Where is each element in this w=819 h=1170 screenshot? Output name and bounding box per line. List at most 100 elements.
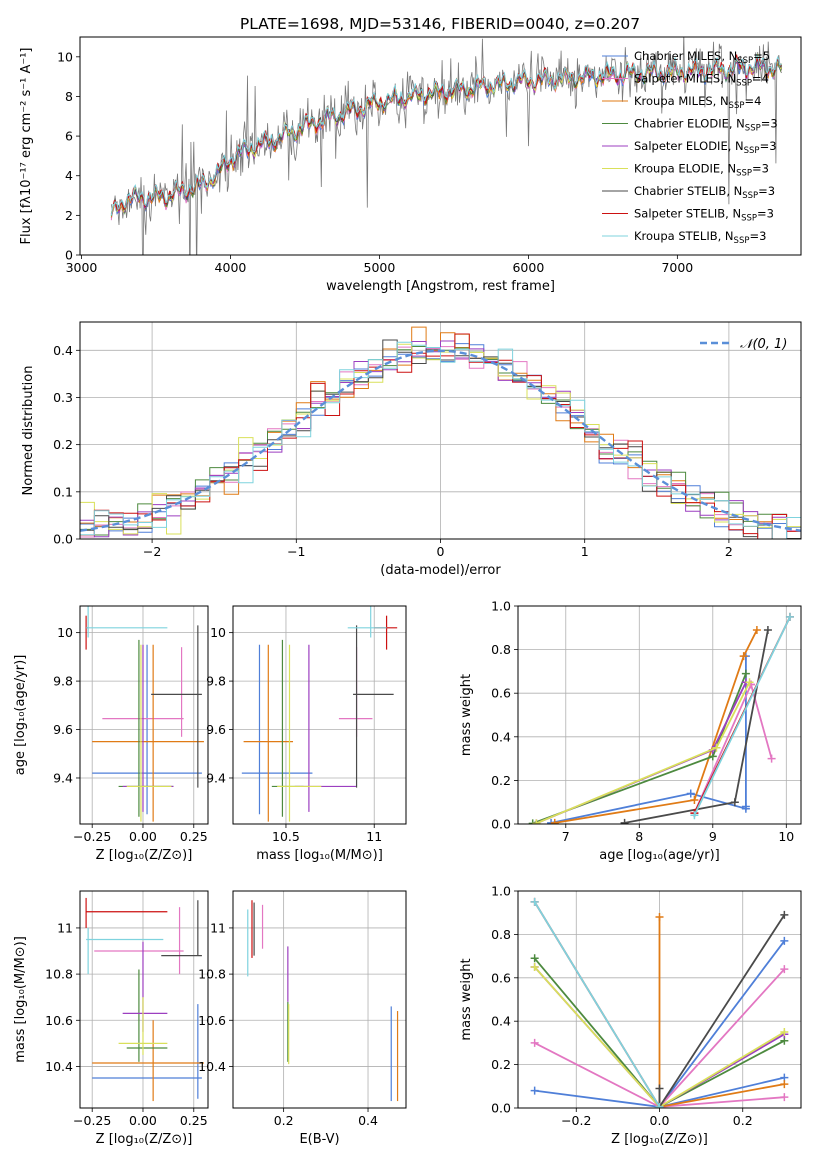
axes-weight-vs-Z: −0.2 0.0 0.2 0.0 0.2 0.4 0.6 0.8 1.0 Z [log₁₀(Z/Z… xyxy=(459,884,802,1147)
errorbar-kroupa-elodie xyxy=(126,644,172,822)
legend-label-tail: =3 xyxy=(749,229,766,243)
weight-marker xyxy=(780,1093,789,1102)
axes-frame xyxy=(79,36,802,256)
legend-label-sub: SSP xyxy=(729,101,745,111)
errorbar-salpeter-elodie xyxy=(122,941,168,1032)
x-tick-label: 0.25 xyxy=(180,1113,208,1128)
errorbar-kroupa-elodie xyxy=(118,997,168,1055)
errorbar-chabrier-stelib xyxy=(353,625,394,788)
legend-label-text: Salpeter ELODIE, N xyxy=(634,139,744,153)
y-tick-label: 6 xyxy=(65,129,73,144)
legend-label-tail: =3 xyxy=(758,184,775,198)
weight-marker xyxy=(530,1038,539,1047)
y-axis-label: mass weight xyxy=(459,674,474,756)
y-tick-label: 0.4 xyxy=(491,729,511,744)
y-tick-label: 10.6 xyxy=(198,1013,226,1028)
x-axis-label: Z [log₁₀(Z/Z⊙)] xyxy=(96,1132,193,1147)
errorbar-chabrier-miles xyxy=(92,1004,202,1099)
x-tick-label: 8 xyxy=(635,829,643,844)
weight-marker xyxy=(550,818,559,824)
legend-label-sub: SSP xyxy=(745,124,761,134)
x-tick-label: 7000 xyxy=(661,260,693,275)
axes-frame xyxy=(232,605,407,825)
weight-marker xyxy=(741,802,750,811)
weight-line-salpeter-miles xyxy=(693,681,773,814)
weight-marker xyxy=(530,954,539,963)
x-tick-label: −1 xyxy=(287,544,305,559)
x-tick-label: 7 xyxy=(562,829,570,844)
weight-marker xyxy=(530,1086,539,1095)
x-tick-label: 0.00 xyxy=(129,829,157,844)
y-tick-label: 0.8 xyxy=(491,642,511,657)
legend-label-tail: =3 xyxy=(760,139,777,153)
y-tick-label: 1.0 xyxy=(491,599,511,614)
x-tick-label: −0.25 xyxy=(73,829,111,844)
weight-marker xyxy=(620,818,629,824)
y-tick-label: 0.2 xyxy=(53,437,73,452)
legend-label-kroupa-miles: Kroupa MILES, NSSP=4 xyxy=(634,94,761,111)
errorbar-chabrier-elodie xyxy=(118,639,174,817)
axes-frame xyxy=(517,890,802,1109)
axes-frame xyxy=(232,890,407,1109)
y-tick-label: 10 xyxy=(57,49,73,64)
legend-label-text: Kroupa MILES, N xyxy=(634,94,729,108)
y-tick-label: 4 xyxy=(65,168,73,183)
weight-marker xyxy=(780,910,789,919)
errorbar-kroupa-miles xyxy=(243,644,294,822)
x-tick-label: 4000 xyxy=(215,260,247,275)
y-tick-label: 0.2 xyxy=(491,773,511,788)
legend-label-sub: SSP xyxy=(742,191,758,201)
y-tick-label: 11 xyxy=(210,920,226,935)
x-axis-label: age [log₁₀(age/yr)] xyxy=(599,848,720,863)
axes-frame xyxy=(79,321,802,540)
x-tick-label: 9 xyxy=(709,829,717,844)
x-tick-label: 11 xyxy=(366,829,382,844)
x-tick-label: 0 xyxy=(437,544,445,559)
errorbar-chabrier-elodie xyxy=(126,969,168,1062)
legend-label-tail: =4 xyxy=(752,72,769,86)
y-tick-label: 10.8 xyxy=(45,967,73,982)
model-line-kroupa-stelib xyxy=(110,53,783,216)
legend-label-tail: =3 xyxy=(757,207,774,221)
x-axis-label: mass [log₁₀(M/M⊙)] xyxy=(256,848,383,863)
y-tick-label: 0.4 xyxy=(53,343,73,358)
y-tick-label: 11 xyxy=(57,920,73,935)
axes-residuals: −2 −1 0 1 2 0.0 0.1 0.2 0.3 0.4 (data-model)/error… xyxy=(21,321,802,578)
y-axis-label: Flux [fλ10⁻¹⁷ erg cm⁻² s⁻¹ A⁻¹] xyxy=(19,48,34,245)
weight-marker xyxy=(730,798,739,807)
normal-curve xyxy=(80,349,801,532)
errorbar-chabrier-elodie xyxy=(271,639,304,817)
legend-label-salpeter-miles: Salpeter MILES, NSSP=4 xyxy=(634,72,769,89)
y-tick-label: 0.8 xyxy=(491,927,511,942)
weight-line-kroupa-stelib xyxy=(693,616,791,816)
x-tick-label: 1 xyxy=(581,544,589,559)
weight-marker xyxy=(686,789,695,798)
x-tick-label: −2 xyxy=(143,544,161,559)
weight-marker xyxy=(712,743,721,752)
errorbar-salpeter-stelib xyxy=(85,897,168,928)
weight-marker xyxy=(780,1028,789,1037)
weight-marker xyxy=(745,678,754,687)
legend-label-text: Chabrier ELODIE, N xyxy=(634,117,745,131)
errorbar-kroupa-stelib xyxy=(86,606,168,638)
legend-label-sub: SSP xyxy=(737,56,753,66)
y-tick-label: 10.8 xyxy=(198,967,226,982)
weight-line-chabrier-stelib xyxy=(658,914,786,1108)
y-tick-label: 9.4 xyxy=(206,770,226,785)
weight-marker xyxy=(655,1084,664,1093)
y-tick-label: 2 xyxy=(65,208,73,223)
y-tick-label: 0.3 xyxy=(53,390,73,405)
legend-label-kroupa-stelib: Kroupa STELIB, NSSP=3 xyxy=(634,229,766,246)
y-tick-label: 0.0 xyxy=(491,1101,511,1116)
axes-frame xyxy=(79,605,209,825)
x-tick-label: 6000 xyxy=(512,260,544,275)
y-tick-label: 1.0 xyxy=(491,884,511,899)
legend-label-chabrier-stelib: Chabrier STELIB, NSSP=3 xyxy=(634,184,775,201)
legend-label-text: Chabrier STELIB, N xyxy=(634,184,742,198)
legend-label-tail: =3 xyxy=(761,117,778,131)
y-tick-label: 10 xyxy=(210,625,226,640)
weight-marker xyxy=(655,913,664,922)
axes-frame xyxy=(517,605,802,825)
